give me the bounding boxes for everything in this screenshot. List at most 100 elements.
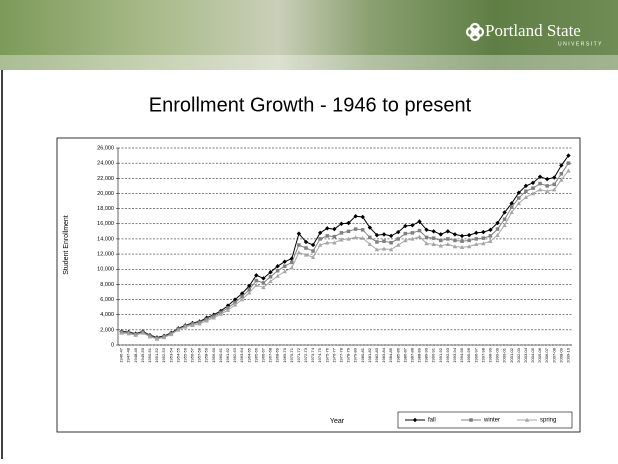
marker [225, 307, 231, 312]
x-tick-label: 1964-65 [246, 347, 251, 362]
banner-fade [0, 55, 618, 70]
marker [169, 332, 174, 337]
marker [530, 180, 536, 186]
marker [382, 239, 386, 243]
series-line [121, 155, 569, 338]
marker [566, 161, 571, 165]
marker [374, 247, 380, 252]
marker [389, 240, 393, 245]
marker [474, 237, 478, 241]
marker [232, 297, 238, 302]
marker [459, 245, 465, 250]
x-tick-label: 1952-53 [161, 347, 166, 362]
x-tick-label: 1972-73 [303, 347, 308, 362]
marker [239, 291, 245, 296]
x-tick-label: 1998-99 [487, 347, 492, 362]
x-tick-label: 2003-04 [523, 347, 528, 362]
logo-icon [465, 22, 485, 42]
x-tick-label: 2002-03 [516, 347, 521, 362]
marker [346, 220, 351, 226]
marker [247, 287, 251, 292]
x-tick-label: 1986-87 [402, 347, 407, 362]
x-tick-label: 2006-07 [544, 347, 549, 362]
x-tick-label: 1955-56 [182, 347, 187, 362]
marker [254, 282, 259, 287]
y-tick-label: 0 [111, 342, 114, 348]
marker [126, 331, 131, 336]
marker [481, 229, 486, 235]
y-tick-label: 2,000 [100, 327, 114, 333]
marker [466, 244, 472, 249]
x-axis-label: Year [330, 418, 345, 425]
x-tick-label: 1990-91 [431, 347, 436, 362]
y-axis-label: Student Enrollment [63, 215, 70, 275]
marker [360, 235, 365, 240]
x-tick-label: 1968-69 [275, 347, 280, 362]
x-tick-label: 1970-71 [289, 347, 294, 362]
marker [552, 175, 557, 180]
marker [467, 238, 471, 243]
x-tick-label: 1983-84 [381, 347, 386, 362]
header-banner [0, 0, 618, 70]
x-tick-label: 1985-86 [395, 347, 400, 362]
marker [469, 418, 473, 422]
x-tick-label: 1989-90 [424, 347, 429, 362]
marker [254, 278, 259, 283]
marker [559, 163, 564, 168]
marker [240, 294, 244, 299]
marker [524, 417, 530, 422]
marker [290, 260, 294, 265]
marker [140, 330, 146, 335]
x-tick-label: 2005-06 [537, 347, 542, 362]
marker [296, 231, 302, 236]
marker [282, 259, 287, 264]
marker [261, 281, 266, 285]
x-tick-label: 1947-48 [126, 347, 131, 362]
x-tick-label: 2007-08 [551, 347, 556, 362]
x-tick-label: 1978-79 [346, 347, 351, 362]
series-line [121, 170, 569, 340]
marker [502, 223, 507, 228]
x-tick-label: 1994-95 [459, 347, 464, 362]
marker [332, 226, 337, 232]
x-tick-label: 1966-67 [260, 347, 265, 362]
marker [544, 176, 550, 182]
y-tick-label: 10,000 [97, 267, 114, 273]
marker [346, 229, 351, 234]
marker [275, 268, 280, 273]
legend-label: winter [483, 418, 500, 424]
marker [197, 321, 202, 326]
marker [474, 242, 479, 246]
marker [226, 306, 230, 310]
x-tick-label: 1960-61 [218, 347, 223, 362]
y-tick-label: 26,000 [97, 145, 114, 151]
x-tick-label: 1979-80 [353, 347, 358, 362]
chart-frame [56, 137, 581, 433]
series-line [121, 162, 569, 339]
marker [310, 254, 316, 259]
x-tick-label: 1997-98 [480, 347, 485, 362]
marker [424, 235, 429, 240]
marker [282, 269, 287, 274]
x-tick-label: 1973-74 [310, 347, 315, 362]
x-tick-label: 1981-82 [367, 347, 372, 362]
x-tick-label: 2009-10 [566, 347, 571, 362]
x-tick-label: 1962-63 [232, 347, 237, 362]
x-tick-label: 1999-00 [495, 347, 500, 362]
marker [339, 231, 344, 235]
marker [403, 238, 408, 243]
x-tick-label: 1958-59 [204, 347, 209, 362]
marker [410, 231, 415, 235]
marker [396, 237, 400, 241]
marker [460, 239, 464, 243]
legend-label: spring [540, 418, 556, 424]
marker [325, 226, 330, 231]
marker [247, 290, 252, 295]
marker [317, 230, 323, 236]
x-tick-label: 1974-75 [317, 347, 322, 362]
marker [439, 238, 443, 243]
marker [417, 234, 422, 239]
x-tick-label: 1992-93 [445, 347, 450, 362]
marker [509, 205, 514, 209]
marker [403, 231, 408, 236]
